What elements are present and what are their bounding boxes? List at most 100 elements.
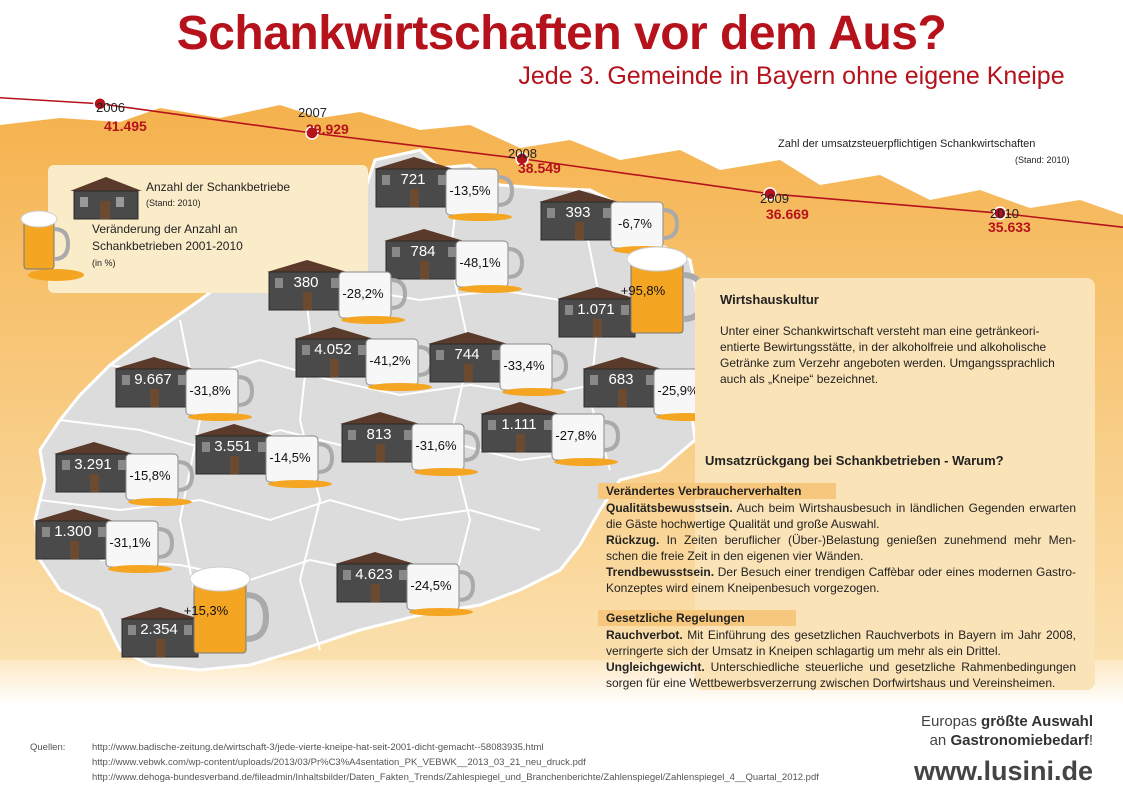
trend-point-2010 (993, 206, 1007, 220)
house-count-label: 3.291 (74, 456, 112, 473)
source-link-3[interactable]: http://www.dehoga-bundesverband.de/filea… (92, 772, 819, 783)
change-percent-label: -14,5% (269, 450, 311, 465)
beer-mug-icon (498, 340, 580, 401)
house-count-label: 683 (608, 371, 634, 388)
house-icon (294, 327, 374, 378)
year-label-2007: 2007 (298, 105, 327, 120)
text-imbalance: Unterschiedliche steuerliche und gesetzl… (606, 660, 1076, 690)
year-label-2009: 2009 (760, 191, 789, 206)
legend-change-sub: (in %) (92, 258, 116, 268)
change-percent-label: +95,8% (620, 283, 666, 298)
house-legend-icon (70, 177, 142, 220)
trend-point-2007 (305, 126, 319, 140)
house-count-label: 721 (400, 171, 426, 188)
house-count-label: 9.667 (134, 371, 172, 388)
house-marker: 1.111 (478, 400, 562, 456)
beer-mug-icon (454, 237, 536, 298)
house-marker: 393 (537, 188, 621, 244)
beer-mug-icon (410, 420, 492, 481)
house-icon (34, 509, 114, 560)
change-percent-label: -15,8% (129, 468, 171, 483)
change-percent-label: -31,8% (189, 383, 231, 398)
beer-mug-icon (184, 365, 266, 426)
house-count-label: 1.111 (501, 416, 537, 433)
beer-mug-icon (550, 410, 632, 471)
term-imbalance: Ungleichgewicht. (606, 660, 705, 674)
term-trend: Trendbewusstsein. (606, 565, 715, 579)
house-count-label: 4.052 (314, 341, 352, 358)
house-icon (120, 607, 200, 658)
year-value-2007: 39.929 (306, 121, 349, 137)
house-count-label: 1.071 (577, 301, 615, 318)
culture-text: Unter einer Schankwirtschaft versteht ma… (720, 324, 1055, 386)
house-icon (428, 332, 508, 383)
culture-title: Wirtshauskultur (720, 292, 819, 307)
legend-count-label: Anzahl der Schankbetriebe (146, 180, 291, 194)
house-marker: 784 (382, 227, 466, 283)
text-smoking-ban: Mit Einführung des gesetzlichen Rauchver… (606, 628, 1076, 658)
beer-mug-icon (189, 565, 280, 668)
source-link-1[interactable]: http://www.badische-zeitung.de/wirtschaf… (92, 742, 544, 753)
house-count-label: 3.551 (214, 438, 252, 455)
sources-label: Quellen: (30, 742, 66, 753)
beer-mug-icon (337, 268, 419, 329)
year-value-2009: 36.669 (766, 206, 809, 222)
house-marker: 3.291 (52, 440, 136, 496)
house-count-label: 380 (293, 274, 319, 291)
house-marker: 1.071 (555, 285, 639, 341)
house-count-label: 2.354 (140, 621, 178, 638)
house-icon (557, 287, 637, 338)
change-percent-label: -13,5% (449, 183, 491, 198)
house-count-label: 1.300 (54, 523, 92, 540)
house-marker: 2.354 (118, 605, 202, 661)
year-label-2006: 2006 (96, 100, 125, 115)
year-value-2008: 38.549 (518, 160, 561, 176)
trend-point-2006 (93, 97, 107, 111)
beer-mug-icon (104, 517, 186, 578)
section-law-title: Gesetzliche Regelungen (598, 610, 796, 626)
beer-mug-icon (124, 450, 206, 511)
house-marker: 380 (265, 258, 349, 314)
house-count-label: 744 (454, 346, 480, 363)
house-marker: 721 (372, 155, 456, 211)
house-marker: 813 (338, 410, 422, 466)
house-count-label: 4.623 (355, 566, 393, 583)
term-quality: Qualitätsbewusstsein. (606, 501, 733, 515)
change-percent-label: -33,4% (503, 358, 545, 373)
change-percent-label: -6,7% (618, 216, 652, 231)
house-icon (54, 442, 134, 493)
page-subtitle: Jede 3. Gemeinde in Bayern ohne eigene K… (518, 62, 1065, 90)
house-icon (374, 157, 454, 208)
brand-url[interactable]: www.lusini.de (913, 756, 1093, 786)
house-count-label: 784 (410, 243, 436, 260)
term-smoking-ban: Rauchverbot. (606, 628, 683, 642)
house-marker: 9.667 (112, 355, 196, 411)
house-icon (340, 412, 420, 463)
year-label-2010: 2010 (990, 206, 1019, 221)
page-title: Schankwirtschaften vor dem Aus? (176, 7, 947, 60)
year-value-2010: 35.633 (988, 219, 1031, 235)
change-percent-label: -31,1% (109, 535, 151, 550)
house-icon (539, 190, 619, 241)
legend-change-label-1: Veränderung der Anzahl an (92, 222, 238, 236)
section-law-text: Rauchverbot. Mit Einführung des gesetzli… (606, 627, 1076, 691)
trend-point-2009 (763, 187, 777, 201)
section-consumer-title: Verändertes Verbraucherverhalten (598, 483, 836, 499)
house-marker: 4.052 (292, 325, 376, 381)
house-icon (194, 424, 274, 475)
house-marker: 4.623 (333, 550, 417, 606)
house-marker: 3.551 (192, 422, 276, 478)
text-retreat: In Zeiten beruflicher (Über-)Belastung g… (606, 533, 1076, 563)
house-icon (335, 552, 415, 603)
legend-count-sub: (Stand: 2010) (146, 198, 201, 208)
source-link-2[interactable]: http://www.vebwk.com/wp-content/uploads/… (92, 757, 586, 768)
change-percent-label: -24,5% (410, 578, 452, 593)
house-icon (384, 229, 464, 280)
text-quality: Auch beim Wirtshausbesuch in ländlichen … (606, 501, 1076, 531)
beer-mug-icon (444, 165, 526, 226)
section-consumer-text: Qualitätsbewusstsein. Auch beim Wirtshau… (606, 500, 1076, 596)
brand-tagline: Europas größte Auswahl an Gastronomiebed… (921, 713, 1093, 749)
house-count-label: 393 (565, 204, 591, 221)
beer-mug-icon (264, 432, 346, 493)
legend-change-label-2: Schankbetrieben 2001-2010 (92, 239, 243, 253)
